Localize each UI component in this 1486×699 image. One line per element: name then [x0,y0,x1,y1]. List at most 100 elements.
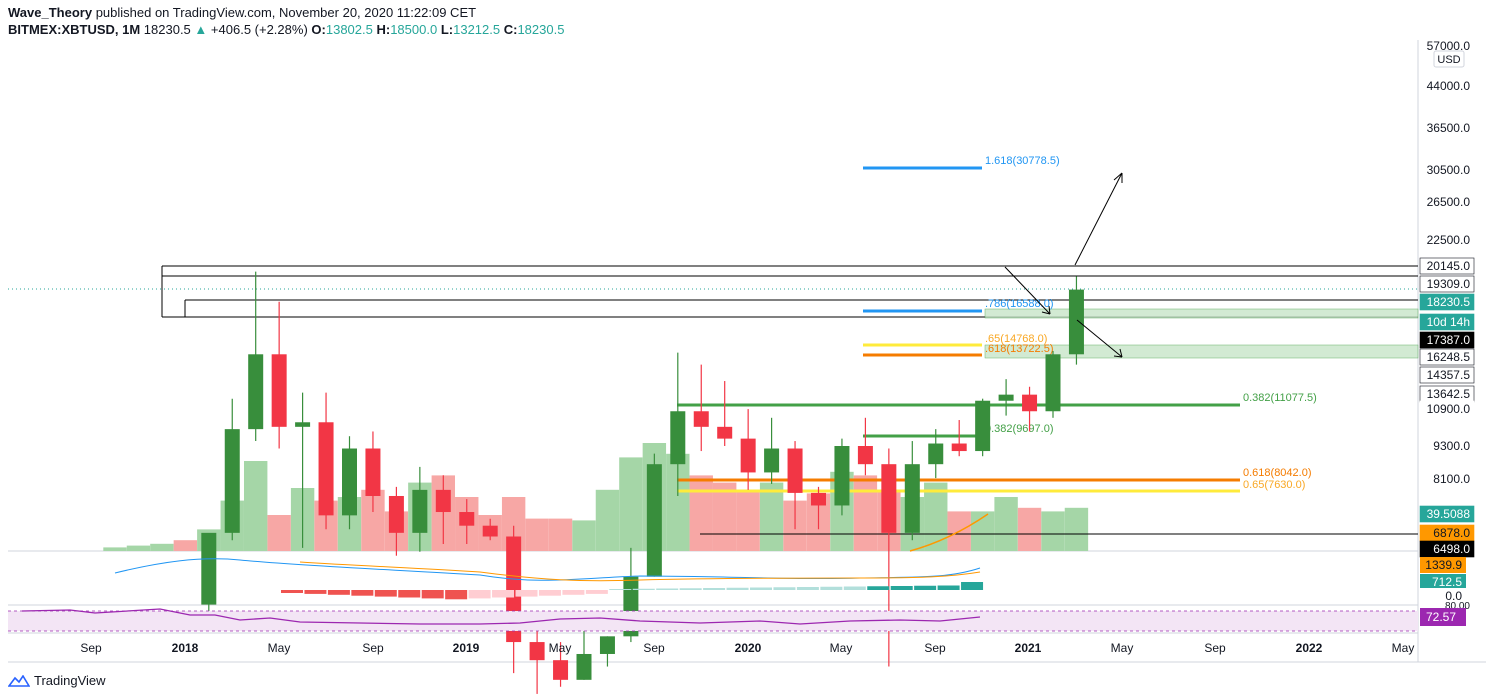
candle-body [1022,394,1038,412]
macd-histogram-bar [867,586,890,590]
candle-body [599,636,615,654]
macd-histogram-bar [937,585,960,590]
macd-histogram-bar [843,586,866,590]
price-badge [1419,293,1475,311]
time-tick-label: May [1111,641,1134,655]
ohlc-line: BITMEX:XBTUSD, 1M 18230.5 ▲ +406.5 (+2.2… [8,22,564,37]
price-badge-label: 6498.0 [1433,542,1470,556]
close-value: 18230.5 [517,22,565,37]
candle-body [224,429,240,533]
candle-body [318,422,334,516]
macd-histogram-bar [351,590,374,596]
candle-body [928,443,944,465]
candle-body [201,532,217,605]
macd-histogram-bar [374,590,397,597]
volume-bar [103,547,127,551]
price-badge [1419,400,1475,418]
volume-ma-line [909,513,989,552]
candle-body [787,448,803,493]
macd-histogram-bar [656,588,679,590]
macd-histogram-bar [538,590,561,596]
candle-body [576,653,592,680]
macd-badge-label: 712.5 [1432,575,1462,589]
candle-body [1045,354,1061,412]
volume-bar [689,475,713,551]
low-value: 13212.5 [453,22,501,37]
volume-bar [759,482,784,551]
candle-body [951,443,967,452]
time-tick-label: Sep [362,641,384,655]
candle-body [459,512,475,526]
price-axis: 57000.0 44000.0 36500.0 30500.0 26500.0 22500… [1419,39,1475,626]
price-tick-label: 8100.0 [1433,472,1470,486]
volume-bar [994,497,1018,551]
volume-bar [572,520,596,551]
price-tick-label: 9300.0 [1433,439,1470,453]
macd-histogram-bar [304,590,327,594]
author-name[interactable]: Wave_Theory [8,5,93,20]
macd-histogram-bar [398,590,421,598]
macd-badge-label: 1339.9 [1425,558,1462,572]
macd-histogram-bar [421,590,444,599]
candle-body [811,492,826,506]
macd-histogram-bar [492,590,515,598]
footer: TradingView [8,673,106,688]
candle-body [342,448,357,516]
macd-histogram-bar [796,587,819,590]
macd-histogram-bar [585,590,608,594]
macd-histogram-bar [515,590,538,597]
time-tick-label: May [1392,641,1415,655]
price-badge-label: 14357.5 [1427,368,1471,382]
time-tick-label: May [830,641,853,655]
candle-body [365,448,381,496]
macd-badge [1420,588,1466,604]
macd-histogram-bar [961,582,984,590]
time-tick-label: Sep [924,641,946,655]
time-axis: Sep 2018 May Sep 2019 May Sep 2020 May Sep 2021 May… [80,641,1414,655]
fib-label: 1.618(30778.5) [985,155,1060,167]
macd-histogram-bar [750,587,772,590]
time-tick-label: May [549,641,572,655]
time-tick-label: Sep [643,641,665,655]
horizontal-lines [161,265,1419,535]
volume-bar [150,543,174,551]
macd-histogram-bar [726,587,749,590]
candle-body [295,422,311,427]
price-badge [1419,257,1475,275]
candle-body [482,525,498,537]
candle-body [553,660,569,680]
rsi-line [21,608,981,625]
currency-label: USD [1437,54,1460,66]
volume-bar [666,453,690,551]
macd-badge-label: 0.0 [1445,589,1462,603]
volume-bar [548,518,573,551]
volume-bar [525,518,549,551]
time-tick-label: May [268,641,291,655]
target-zone [984,308,1419,319]
candle-body [670,411,686,465]
price-tick-label: 26500.0 [1427,195,1471,209]
fib-label: 0.618(8042.0) [1243,467,1312,479]
candle-body [740,438,756,473]
change-value: +406.5 (+2.28%) [210,22,308,37]
arrow-head [1113,172,1123,183]
published-text: published on TradingView.com, November 2… [95,5,477,20]
change-arrow-icon: ▲ [194,22,208,37]
price-badge [1419,366,1475,384]
macd-badge [1420,574,1466,590]
volume-bar [736,489,760,551]
volume-bar [1017,507,1042,551]
price-badge-label: 6878.0 [1433,526,1470,540]
candle-body [412,489,428,533]
annotations [909,172,1123,552]
price-badge-label: 10d 14h [1427,315,1470,329]
candle-body [975,400,991,452]
volume-bar [619,457,643,551]
price-badge [1419,275,1475,293]
arrow-down [1076,319,1123,358]
candle-body [1068,289,1084,355]
fib-label: 0.382(11077.5) [1243,392,1317,404]
price-badge [1419,505,1475,523]
macd-histogram-bar [703,588,726,590]
